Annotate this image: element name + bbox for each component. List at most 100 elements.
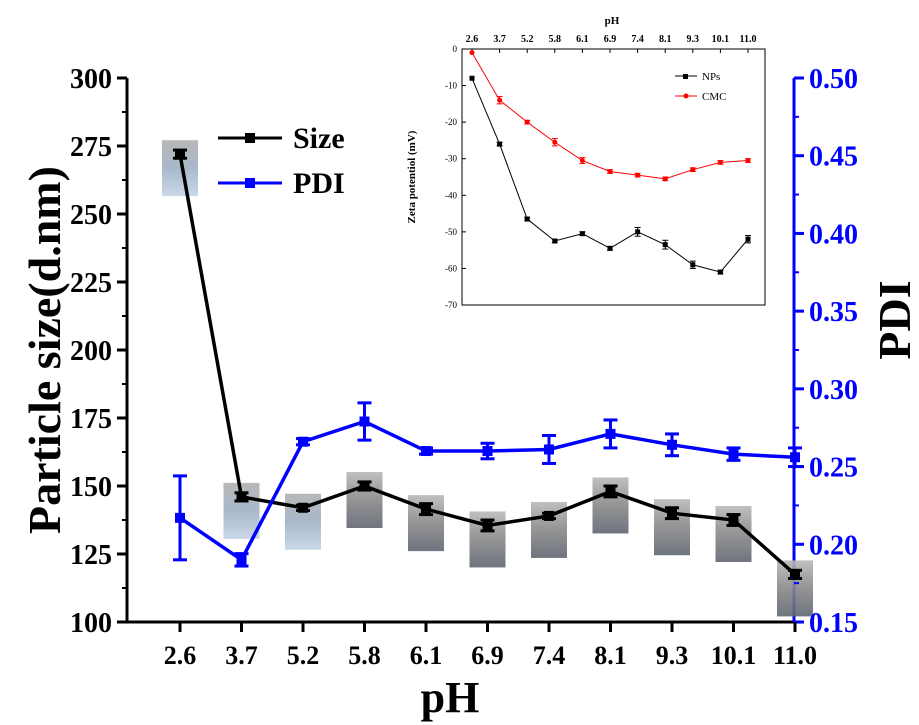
- inset-data-point: [635, 172, 641, 178]
- right-y-tick-label: 0.40: [809, 219, 858, 250]
- left-y-tick-label: 200: [70, 336, 112, 367]
- right-y-tick-label: 0.50: [809, 64, 858, 95]
- inset-data-point: [690, 262, 696, 268]
- main-legend: Size PDI: [218, 122, 345, 200]
- data-point: [359, 481, 370, 491]
- data-point: [175, 512, 185, 523]
- inset-y-tick-label: -10: [445, 81, 457, 91]
- inset-legend-cmc-marker: [683, 93, 689, 99]
- x-tick-label: 6.9: [471, 641, 504, 670]
- left-y-ticks: 100 125 150 175 200 225 250 275 300: [70, 64, 127, 639]
- inset-y-tick-label: -30: [445, 154, 457, 164]
- right-y-tick-label: 0.20: [809, 530, 858, 561]
- inset-chart: -70 -60 -50 -40 -30 -20 -10 0 2.6 3.7 5.2 5.8 6.1 6.…: [406, 15, 766, 310]
- right-y-tick-label: 0.35: [809, 297, 858, 328]
- inset-x-tick-label: 9.3: [687, 34, 700, 45]
- inset-x-tick-label: 5.8: [549, 34, 562, 45]
- data-point: [605, 428, 616, 439]
- inset-data-point: [469, 50, 475, 56]
- data-point: [421, 446, 431, 457]
- left-y-tick-label: 300: [70, 64, 112, 95]
- inset-legend-nps-marker: [683, 74, 688, 79]
- inset-y-ticks: -70 -60 -50 -40 -30 -20 -10 0: [445, 44, 466, 310]
- x-ticks: 2.6 3.7 5.2 5.8 6.1 6.9 7.4 8.1 9.3 10.1 11.0: [164, 622, 817, 670]
- inset-x-tick-label: 6.1: [576, 34, 589, 45]
- data-point: [544, 444, 554, 455]
- left-y-axis-title: Particle size(d.nm): [19, 166, 70, 534]
- data-point: [298, 502, 308, 513]
- left-y-tick-label: 225: [70, 268, 112, 299]
- x-tick-label: 6.1: [410, 641, 443, 670]
- x-tick-label: 3.7: [225, 641, 258, 670]
- inset-data-point: [717, 159, 723, 165]
- inset-x-axis-title: pH: [605, 15, 620, 27]
- x-tick-label: 10.1: [711, 641, 757, 670]
- x-tick-label: 8.1: [594, 641, 627, 670]
- left-y-tick-label: 275: [70, 132, 112, 163]
- inset-series-nps: [469, 75, 751, 275]
- inset-series-cmc: [469, 50, 751, 182]
- data-point: [298, 436, 308, 447]
- data-point: [790, 452, 800, 463]
- right-y-tick-label: 0.45: [809, 142, 858, 173]
- inset-data-point: [662, 176, 668, 182]
- inset-y-tick-label: -50: [445, 227, 457, 237]
- inset-data-point: [717, 269, 723, 275]
- legend-size-label: Size: [293, 122, 345, 155]
- inset-data-point: [745, 236, 751, 242]
- inset-data-point: [469, 75, 475, 81]
- right-y-tick-label: 0.25: [809, 453, 858, 484]
- data-point: [482, 520, 493, 531]
- legend-size-marker: [245, 133, 255, 143]
- left-y-tick-label: 175: [70, 404, 112, 435]
- inset-x-tick-label: 6.9: [604, 34, 617, 45]
- data-point: [544, 510, 554, 521]
- x-tick-label: 11.0: [773, 641, 817, 670]
- data-point: [667, 508, 677, 519]
- inset-data-point: [552, 238, 558, 244]
- left-y-tick-label: 250: [70, 200, 112, 231]
- inset-data-point: [607, 169, 613, 175]
- data-point: [728, 449, 739, 460]
- data-point: [667, 439, 677, 450]
- data-point: [482, 446, 493, 457]
- x-tick-label: 5.2: [287, 641, 320, 670]
- inset-data-point: [662, 242, 668, 248]
- inset-data-point: [579, 158, 585, 164]
- data-point: [359, 416, 370, 427]
- data-point: [236, 554, 247, 565]
- inset-x-tick-label: 2.6: [466, 34, 479, 45]
- data-point: [790, 569, 800, 580]
- x-tick-label: 5.8: [348, 641, 381, 670]
- inset-data-point: [552, 139, 558, 145]
- inset-data-point: [524, 119, 530, 125]
- inset-y-tick-label: -70: [445, 300, 457, 310]
- inset-x-tick-label: 10.1: [712, 34, 730, 45]
- inset-data-point: [745, 158, 751, 164]
- vial-image: [777, 560, 813, 617]
- inset-x-tick-label: 8.1: [659, 34, 672, 45]
- inset-data-point: [524, 216, 530, 222]
- right-y-ticks: 0.15 0.20 0.25 0.30 0.35 0.40 0.45 0.50: [794, 64, 858, 639]
- inset-plot-frame: [461, 48, 766, 306]
- data-point: [728, 515, 739, 525]
- inset-x-tick-label: 5.2: [521, 34, 534, 45]
- series-pdi: [173, 401, 802, 568]
- inset-x-tick-label: 3.7: [493, 34, 506, 45]
- inset-x-tick-label: 11.0: [740, 34, 757, 45]
- series-size: [173, 148, 802, 580]
- inset-legend-cmc-label: CMC: [702, 91, 726, 103]
- x-tick-label: 9.3: [656, 641, 689, 670]
- left-y-tick-label: 150: [70, 472, 112, 503]
- inset-y-tick-label: -20: [445, 117, 457, 127]
- inset-y-tick-label: 0: [453, 44, 458, 54]
- vial-image: [162, 140, 198, 197]
- inset-y-tick-label: -60: [445, 263, 457, 273]
- inset-data-point: [497, 141, 503, 147]
- inset-data-point: [607, 245, 613, 251]
- legend-pdi-label: PDI: [293, 167, 345, 200]
- x-tick-label: 7.4: [533, 641, 566, 670]
- main-chart: 100 125 150 175 200 225 250 275 300 0.15 0.20 0.25…: [19, 64, 919, 722]
- left-y-tick-label: 100: [70, 608, 112, 639]
